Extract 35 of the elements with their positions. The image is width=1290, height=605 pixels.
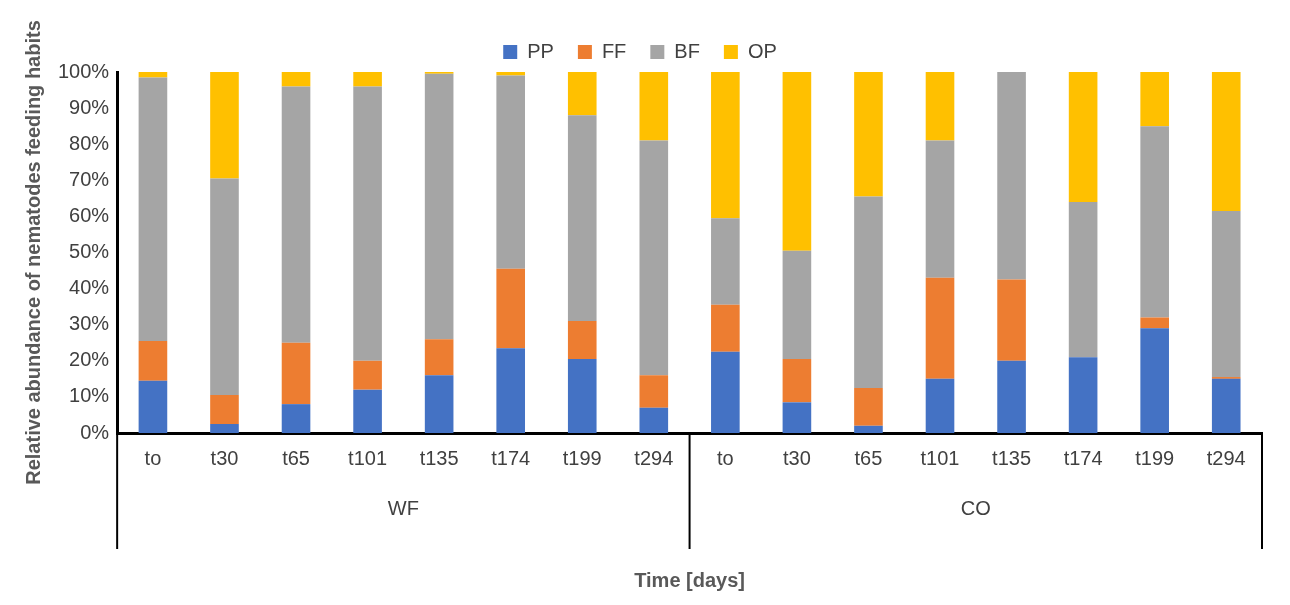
- x-tick-label: t174: [1063, 446, 1103, 469]
- legend-label: FF: [601, 39, 627, 62]
- y-tick-label: 80%: [69, 131, 110, 154]
- x-tick-label: to: [717, 446, 734, 469]
- x-tick-label: t294: [634, 446, 674, 469]
- y-tick-label: 90%: [69, 95, 110, 118]
- x-tick-label: t30: [783, 446, 811, 469]
- y-tick-label: 40%: [69, 276, 110, 299]
- x-axis-title: Time [days]: [634, 568, 745, 591]
- x-tick-label: t135: [419, 446, 459, 469]
- x-tick-label: t101: [348, 446, 388, 469]
- legend-label: PP: [527, 39, 554, 62]
- x-tick-label: t135: [992, 446, 1032, 469]
- text: CO: [960, 496, 991, 519]
- x-tick-label: t30: [210, 446, 239, 469]
- y-tick-label: 20%: [69, 348, 110, 371]
- y-axis-title: Relative abundance of nematodes feeding habits: [21, 20, 44, 485]
- x-tick-label: t199: [562, 446, 602, 469]
- x-tick-label: t174: [491, 446, 531, 469]
- y-tick-label: 50%: [69, 240, 110, 263]
- x-tick-label: t65: [854, 446, 883, 469]
- y-tick-label: 10%: [69, 384, 110, 407]
- x-tick-label: t65: [282, 446, 310, 469]
- x-tick-label: t199: [1135, 446, 1175, 469]
- y-tick-label: 60%: [69, 203, 110, 226]
- y-tick-label: 0%: [80, 420, 110, 443]
- text: WF: [387, 496, 419, 519]
- legend-label: BF: [674, 39, 700, 62]
- x-tick-label: t294: [1206, 446, 1246, 469]
- y-tick-label: 70%: [69, 167, 110, 190]
- y-tick-label: 100%: [58, 59, 110, 82]
- y-tick-label: 30%: [69, 312, 110, 335]
- legend-label: OP: [747, 39, 777, 62]
- x-tick-label: t101: [920, 446, 960, 469]
- x-tick-label: to: [144, 446, 162, 469]
